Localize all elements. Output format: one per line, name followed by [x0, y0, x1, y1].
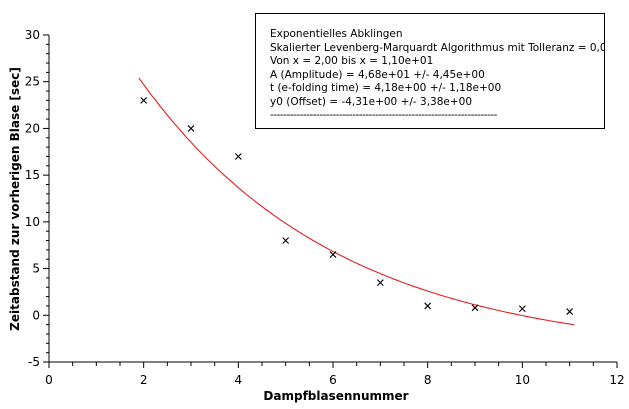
x-axis-label: Dampfblasennummer	[263, 389, 408, 403]
y-tick-label: 25	[25, 75, 40, 89]
y-tick-label: 5	[32, 262, 40, 276]
fit-offset: y0 (Offset) = -4,31e+00 +/- 3,38e+00	[270, 95, 473, 108]
fit-amplitude: A (Amplitude) = 4,68e+01 +/- 4,45e+00	[270, 68, 485, 81]
y-tick-label: -5	[28, 355, 40, 369]
y-axis-label: Zeitabstand zur vorherigen Blase [sec]	[8, 67, 22, 331]
fit-title: Exponentielles Abklingen	[270, 28, 403, 40]
data-point	[329, 251, 337, 258]
axes: -5 0 5 10 15 20 25 30 0 2 4 6 8 10 12	[25, 28, 625, 387]
y-tick-label: 20	[25, 121, 40, 135]
x-tick-label: 8	[424, 373, 432, 387]
data-point	[566, 308, 574, 315]
x-tick-label: 4	[235, 373, 243, 387]
fit-e-folding-time: t (e-folding time) = 4,18e+00 +/- 1,18e+…	[270, 82, 502, 94]
y-tick-label: 0	[32, 308, 40, 322]
data-point	[140, 97, 148, 104]
data-point	[187, 125, 195, 132]
y-tick-label: 15	[25, 168, 40, 182]
data-point	[424, 302, 432, 310]
x-tick-label: 10	[515, 373, 530, 387]
y-tick-label: 10	[25, 215, 40, 229]
data-point	[282, 237, 290, 244]
fit-curve-group	[138, 77, 575, 326]
y-tick-label: 30	[25, 28, 40, 42]
x-tick-label: 6	[329, 373, 337, 387]
fit-range: Von x = 2,00 bis x = 1,10e+01	[270, 55, 434, 67]
fit-algorithm: Skalierter Levenberg-Marquardt Algorithm…	[270, 41, 605, 54]
data-point	[376, 279, 384, 286]
x-tick-label: 2	[140, 373, 148, 387]
data-points	[140, 97, 574, 315]
data-point	[518, 305, 526, 313]
fit-separator: ----------------------------------------…	[270, 109, 497, 121]
data-point	[471, 304, 479, 312]
fit-curve	[138, 77, 575, 326]
x-tick-label: 0	[45, 373, 53, 387]
data-point	[234, 153, 242, 160]
fit-results-box: Exponentielles Abklingen Skalierter Leve…	[255, 13, 605, 129]
x-tick-label: 12	[609, 373, 624, 387]
